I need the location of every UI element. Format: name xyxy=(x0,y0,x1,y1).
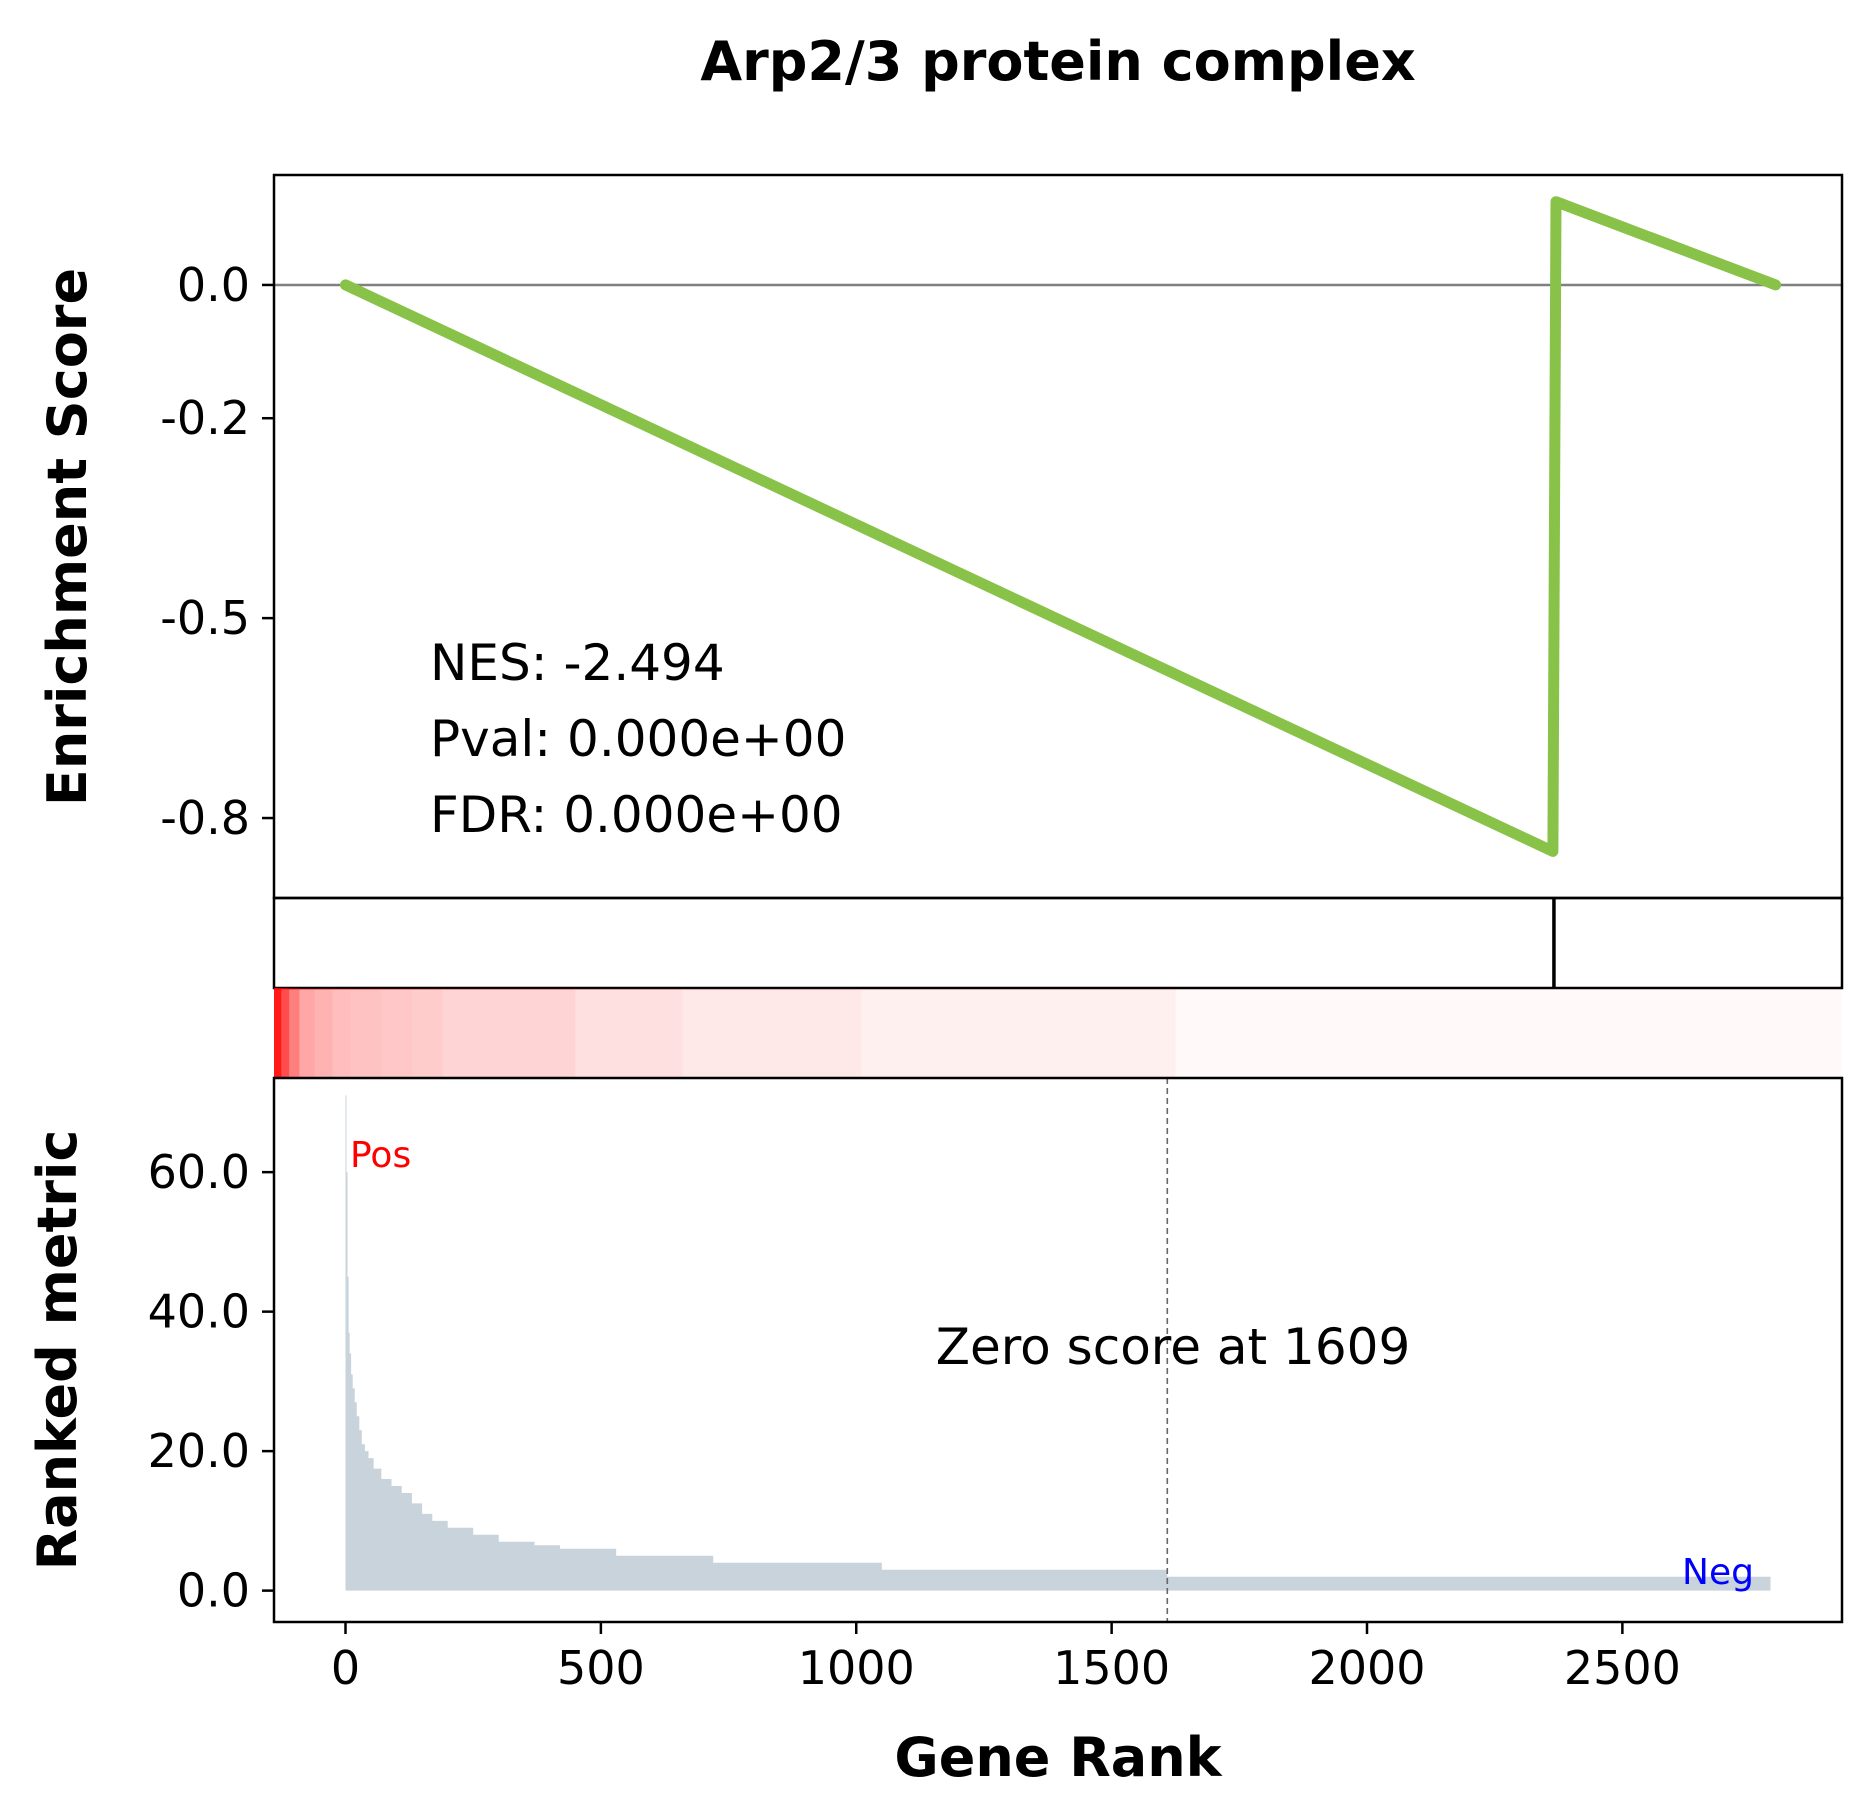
heat-strip-segment xyxy=(411,988,443,1078)
heat-strip-segment xyxy=(314,988,333,1078)
ranked-y-label: Ranked metric xyxy=(26,1130,89,1571)
enrichment-y-label: Enrichment Score xyxy=(36,268,99,806)
ranked-y-tick-label: 40.0 xyxy=(148,1285,250,1339)
enrichment-panel: 0.0 -0.2 -0.5 -0.8 NES: -2.494 Pval: 0.000e… xyxy=(36,173,1844,900)
heat-strip-segment xyxy=(332,988,351,1078)
x-tick-label: 1000 xyxy=(798,1641,915,1695)
enrichment-y-tick-label: -0.2 xyxy=(160,391,250,445)
ranked-y-tick-label: 0.0 xyxy=(177,1564,250,1618)
heat-strip-segment xyxy=(575,988,683,1078)
heat-strip-segment xyxy=(381,988,412,1078)
enrichment-y-tick-label: -0.8 xyxy=(160,791,250,845)
ranked-panel-frame xyxy=(272,1076,1844,1624)
heat-strip-segment xyxy=(299,988,315,1078)
x-tick-label: 0 xyxy=(331,1641,360,1695)
ranked-metric-area xyxy=(345,1095,1771,1591)
chart-title: Arp2/3 protein complex xyxy=(700,30,1415,93)
heat-strip-segment xyxy=(289,988,300,1078)
heat-strip-segment xyxy=(274,988,282,1078)
heat-strip-segment xyxy=(861,988,1176,1078)
x-tick-label: 2000 xyxy=(1308,1641,1425,1695)
enrichment-stat-pval: Pval: 0.000e+00 xyxy=(430,710,846,768)
neg-label: Neg xyxy=(1682,1552,1754,1593)
ranked-y-tick-label: 20.0 xyxy=(148,1424,250,1478)
x-tick-label: 1500 xyxy=(1053,1641,1170,1695)
x-tick-label: 2500 xyxy=(1564,1641,1681,1695)
pos-label: Pos xyxy=(350,1135,411,1176)
hits-panel xyxy=(272,896,1844,990)
x-axis: 0 500 1000 1500 2000 2500 xyxy=(331,1622,1681,1695)
ranked-y-tick-label: 60.0 xyxy=(148,1145,250,1199)
heat-strip xyxy=(274,988,1842,1078)
x-axis-label: Gene Rank xyxy=(894,1726,1222,1789)
hits-panel-frame xyxy=(272,896,1844,990)
enrichment-y-tick-label: -0.5 xyxy=(160,591,250,645)
heat-strip-segment xyxy=(442,988,576,1078)
enrichment-score-line xyxy=(340,196,1782,857)
enrichment-y-tick-label: 0.0 xyxy=(177,258,250,312)
heat-strip-segment xyxy=(281,988,290,1078)
heat-strip-segment xyxy=(682,988,862,1078)
enrichment-stat-nes: NES: -2.494 xyxy=(430,634,725,692)
heat-strip-segment xyxy=(350,988,382,1078)
heat-strip-segment xyxy=(1175,988,1842,1078)
x-tick-label: 500 xyxy=(557,1641,645,1695)
zero-score-label: Zero score at 1609 xyxy=(936,1318,1411,1376)
enrichment-stat-fdr: FDR: 0.000e+00 xyxy=(430,786,843,844)
ranked-panel: 0.0 20.0 40.0 60.0 Zero score at 1609 Pos N… xyxy=(26,1076,1844,1624)
